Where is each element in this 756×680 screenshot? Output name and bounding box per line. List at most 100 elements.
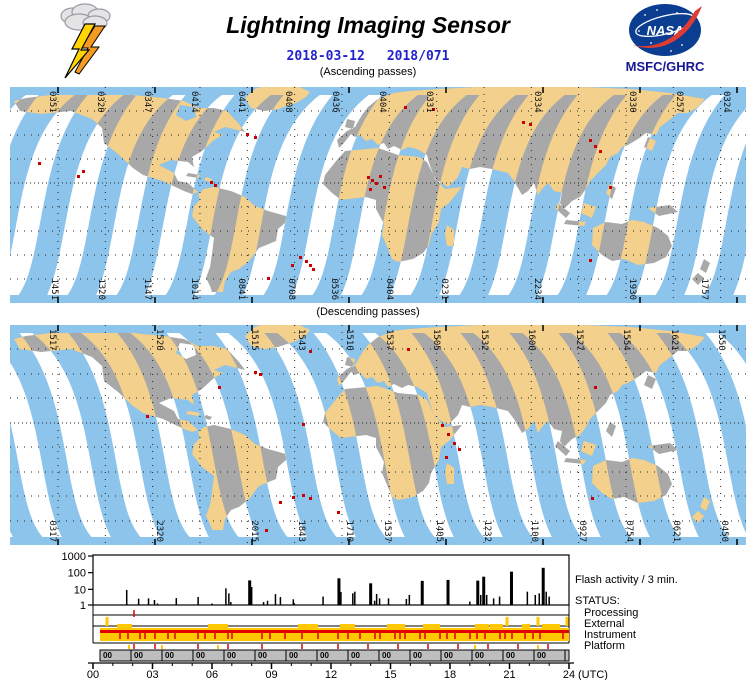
svg-text:1510: 1510 [344, 329, 354, 351]
svg-text:2015: 2015 [249, 520, 259, 542]
svg-text:1147: 1147 [142, 278, 152, 300]
svg-text:0404: 0404 [377, 91, 387, 113]
edge-ticks [57, 325, 738, 545]
svg-text:0231: 0231 [439, 278, 449, 300]
svg-text:00: 00 [506, 651, 515, 660]
svg-text:00: 00 [382, 651, 391, 660]
status-row-label: Platform [584, 640, 625, 652]
processing-event [133, 610, 135, 617]
svg-text:1621: 1621 [669, 329, 679, 351]
flash-chart-frame [92, 554, 570, 606]
lightning-bolt-back [74, 25, 106, 75]
svg-text:0927: 0927 [577, 520, 587, 542]
svg-text:09: 09 [265, 669, 277, 680]
utc-label: (UTC) [578, 669, 608, 680]
instrument-status-line [100, 630, 569, 633]
svg-text:0708: 0708 [286, 278, 296, 300]
svg-text:03: 03 [146, 669, 158, 680]
svg-text:12: 12 [325, 669, 337, 680]
svg-text:1757: 1757 [699, 278, 709, 300]
svg-text:0450: 0450 [719, 520, 729, 542]
svg-text:1: 1 [80, 600, 86, 612]
svg-text:00: 00 [227, 651, 236, 660]
nasa-swoosh [632, 6, 702, 48]
svg-text:0320: 0320 [95, 91, 105, 113]
svg-text:2320: 2320 [154, 520, 164, 542]
svg-text:0621: 0621 [671, 520, 681, 542]
svg-text:1843: 1843 [296, 520, 306, 542]
external-event [505, 617, 509, 626]
org-label: MSFC/GHRC [625, 59, 705, 74]
status-row-label: Instrument [584, 629, 636, 641]
status-row-label: Processing [584, 607, 638, 619]
svg-text:1554: 1554 [621, 329, 631, 351]
descending-caption: (Descending passes) [316, 306, 420, 318]
svg-text:1543: 1543 [296, 329, 306, 351]
svg-text:1451: 1451 [49, 278, 59, 300]
svg-text:1405: 1405 [434, 520, 444, 542]
status-row-label: External [584, 618, 624, 630]
svg-text:1527: 1527 [574, 329, 584, 351]
ascending-caption: (Ascending passes) [319, 66, 417, 78]
cloud-lightning-icon [60, 3, 111, 79]
flash-dots [146, 348, 597, 532]
svg-text:0436: 0436 [330, 91, 340, 113]
external-event [565, 617, 569, 626]
svg-text:1320: 1320 [96, 278, 106, 300]
flash-dots [38, 106, 612, 280]
svg-text:2234: 2234 [532, 278, 542, 300]
date-iso: 2018-03-12 [286, 49, 365, 64]
svg-text:1505: 1505 [431, 329, 441, 351]
nasa-sphere [629, 4, 701, 56]
svg-text:0317: 0317 [47, 520, 57, 542]
lightning-bolt-front [64, 23, 97, 79]
svg-text:18: 18 [444, 669, 456, 680]
svg-text:00: 00 [444, 651, 453, 660]
svg-text:1930: 1930 [627, 278, 637, 300]
svg-text:10: 10 [74, 584, 86, 596]
svg-text:15: 15 [384, 669, 396, 680]
status-title: STATUS: [575, 595, 620, 607]
svg-text:1520: 1520 [154, 329, 164, 351]
svg-text:0324: 0324 [721, 91, 731, 113]
external-event [105, 617, 109, 626]
svg-text:1624: 1624 [744, 278, 746, 300]
external-event [536, 617, 540, 626]
svg-text:0536: 0536 [329, 278, 339, 300]
nasa-logo-icon: NASA [629, 4, 702, 56]
svg-text:1515: 1515 [249, 329, 259, 351]
svg-text:100: 100 [68, 568, 86, 580]
svg-text:1710: 1710 [344, 520, 354, 542]
svg-text:00: 00 [103, 651, 112, 660]
svg-text:00: 00 [258, 651, 267, 660]
svg-text:1100: 1100 [529, 520, 539, 542]
platform-bar [99, 649, 570, 662]
svg-text:0441: 0441 [236, 91, 246, 113]
svg-text:06: 06 [206, 669, 218, 680]
svg-text:1537: 1537 [382, 520, 392, 542]
svg-text:0841: 0841 [236, 278, 246, 300]
svg-text:0257: 0257 [674, 91, 684, 113]
svg-text:00: 00 [196, 651, 205, 660]
edge-ticks [57, 87, 738, 303]
date-line: 2018-03-12 2018/071 [0, 49, 736, 64]
flash-spikes [125, 567, 550, 605]
nasa-wordmark: NASA [647, 23, 684, 38]
svg-text:21: 21 [503, 669, 515, 680]
svg-text:00: 00 [351, 651, 360, 660]
svg-text:1537: 1537 [384, 329, 394, 351]
time-axis-labels: 00 03 06 09 12 15 18 21 24 (UTC) [87, 669, 608, 680]
status-row-lines [92, 605, 570, 644]
ascending-passes-map: 0351 0320 0347 0414 0441 0408 0436 0404 0331 0334… [10, 87, 746, 303]
svg-text:00: 00 [320, 651, 329, 660]
svg-text:0347: 0347 [142, 91, 152, 113]
status-legend: Flash activity / 3 min. STATUS:Processing… [575, 574, 678, 652]
y-axis: 1000 100 10 1 [62, 551, 93, 612]
page-title: Lightning Imaging Sensor [226, 12, 510, 38]
svg-text:1600: 1600 [526, 329, 536, 351]
svg-text:1517: 1517 [47, 329, 57, 351]
graticule [10, 325, 746, 545]
descending-passes-map: 1517 1520 1515 1543 1510 1537 1505 1532 1600 1527… [10, 325, 746, 545]
